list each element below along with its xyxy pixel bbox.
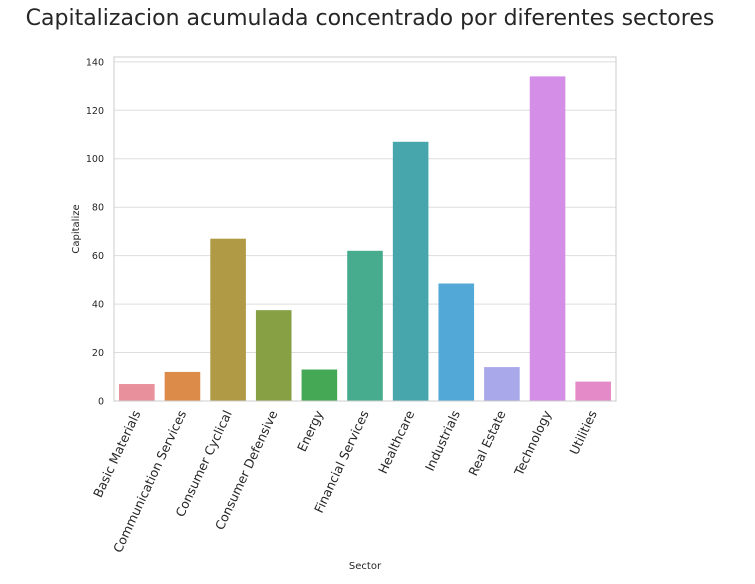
bar-technology	[529, 76, 566, 401]
bar-communication-services	[164, 371, 201, 401]
bar-energy	[301, 369, 338, 401]
x-tick-label: Utilities	[566, 408, 599, 457]
bar-healthcare	[392, 141, 429, 401]
bar-consumer-defensive	[255, 310, 292, 401]
bar-real-estate	[484, 367, 520, 401]
y-ticks: 0 20 40 60 80 100 120 140	[86, 57, 104, 407]
bar-consumer-cyclical	[210, 238, 246, 401]
bars	[119, 76, 611, 401]
y-tick-label: 20	[92, 348, 104, 359]
y-tick-label: 140	[86, 57, 104, 68]
x-tick-label: Technology	[511, 407, 555, 478]
x-tick-label: Industrials	[422, 408, 463, 473]
y-axis-label: Capitalize	[71, 204, 82, 253]
x-tick-label: Real Estate	[465, 408, 509, 478]
y-tick-label: 0	[98, 397, 104, 408]
bar-utilities	[575, 381, 611, 401]
x-tick-label: Energy	[294, 407, 326, 454]
y-tick-label: 80	[92, 203, 104, 214]
y-tick-label: 100	[86, 154, 104, 165]
y-tick-label: 120	[86, 106, 104, 117]
x-tick-label: Basic Materials	[90, 408, 143, 500]
chart-title: Capitalizacion acumulada concentrado por…	[25, 6, 715, 31]
y-tick-label: 60	[92, 251, 104, 262]
bar-financial-services	[347, 250, 383, 401]
plot-frame	[113, 56, 617, 402]
bar-industrials	[438, 283, 475, 401]
y-tick-label: 40	[92, 300, 104, 311]
x-axis-label: Sector	[349, 561, 382, 572]
x-tick-label: Healthcare	[375, 408, 418, 476]
bar-basic-materials	[119, 384, 155, 401]
